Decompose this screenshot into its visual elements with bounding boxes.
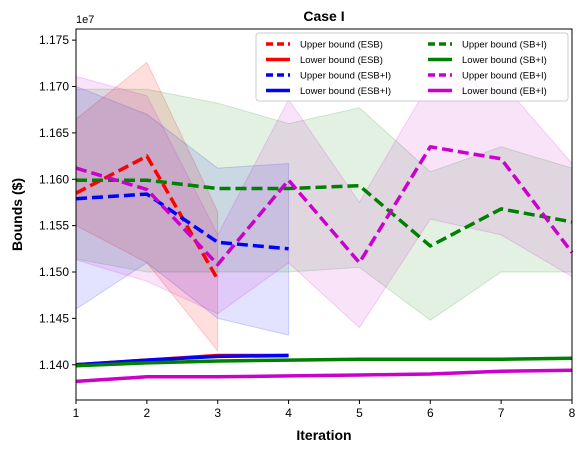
legend-label: Upper bound (ESB+I)	[300, 71, 391, 82]
axis-ticks: 1 2 3 4 5 6 7 8 1.140 1.145 1.150 1.155 1.160 1.165 1.…	[39, 33, 576, 420]
x-axis-label: Iteration	[296, 427, 351, 443]
plot-frame	[75, 28, 573, 401]
x-tick-label: 2	[144, 406, 151, 420]
series-line-7	[75, 368, 573, 384]
y-tick-label: 1.150	[39, 265, 69, 279]
legend-label: Lower bound (SB+I)	[462, 55, 547, 66]
x-tick-label: 8	[569, 406, 576, 420]
legend-label: Upper bound (EB+I)	[462, 71, 547, 82]
x-tick-label: 4	[285, 406, 292, 420]
y-axis-label: Bounds ($)	[9, 178, 25, 251]
series-line-4	[76, 178, 573, 248]
legend-label: Upper bound (SB+I)	[462, 40, 547, 51]
legend-label: Lower bound (EB+I)	[462, 86, 547, 97]
y-tick-label: 1.170	[39, 80, 69, 94]
legend-label: Upper bound (ESB)	[300, 40, 383, 51]
x-tick-label: 6	[427, 406, 434, 420]
legend-label: Lower bound (ESB+I)	[300, 86, 391, 97]
series-lines	[75, 145, 574, 384]
band-1	[75, 85, 290, 336]
y-tick-label: 1.145	[39, 311, 69, 325]
legend: Upper bound (ESB) Lower bound (ESB) Upper …	[255, 32, 569, 102]
x-tick-label: 3	[214, 406, 221, 420]
y-tick-label: 1.160	[39, 172, 69, 186]
x-tick-label: 1	[73, 406, 80, 420]
y-scale-exponent: 1e7	[76, 14, 94, 26]
chart-title: Case I	[303, 8, 344, 24]
series-line-3	[75, 353, 289, 367]
y-tick-label: 1.155	[39, 219, 69, 233]
y-tick-label: 1.140	[39, 358, 69, 372]
legend-label: Lower bound (ESB)	[300, 55, 383, 66]
series-line-2	[75, 192, 289, 251]
y-tick-label: 1.175	[39, 33, 69, 47]
y-tick-label: 1.165	[39, 126, 69, 140]
legend-box	[255, 32, 569, 102]
band-3	[75, 75, 573, 329]
x-tick-label: 7	[498, 406, 505, 420]
series-line-5	[75, 356, 573, 368]
x-tick-label: 5	[356, 406, 363, 420]
series-line-6	[75, 145, 574, 267]
confidence-bands	[75, 61, 573, 353]
